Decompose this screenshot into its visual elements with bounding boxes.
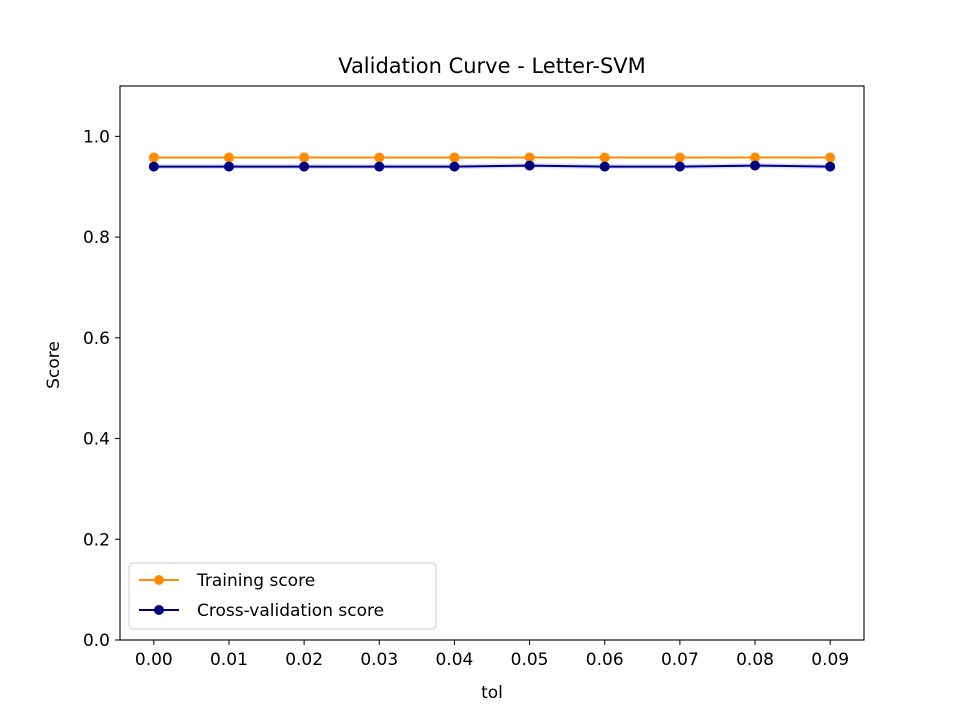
cross-validation-score-point <box>374 161 385 172</box>
training-score-legend-marker <box>154 575 164 585</box>
plot-frame <box>119 85 865 641</box>
training-score-point <box>599 152 610 163</box>
cross-validation-score-point <box>299 161 310 172</box>
series-markers <box>148 152 836 172</box>
y-tick-label: 0.0 <box>83 631 110 651</box>
x-tick-label: 0.01 <box>210 650 248 670</box>
cross-validation-score-point <box>599 161 610 172</box>
legend-entries: Training score Cross-validation score <box>139 571 384 621</box>
x-tick-label: 0.00 <box>135 650 173 670</box>
cross-validation-score-legend-label: Cross-validation score <box>197 601 384 621</box>
legend: Training score Cross-validation score <box>128 562 437 630</box>
y-tick-label: 0.4 <box>83 430 110 450</box>
training-score-point <box>825 152 836 163</box>
cross-validation-score-point <box>148 161 159 172</box>
x-tick-label: 0.04 <box>435 650 473 670</box>
plot-background <box>120 86 864 640</box>
y-axis: 0.0 0.2 0.4 0.6 0.8 1.0 <box>83 127 120 651</box>
series-lines <box>153 156 831 168</box>
x-tick-label: 0.03 <box>360 650 398 670</box>
x-tick-label: 0.06 <box>586 650 624 670</box>
chart-title: Validation Curve - Letter-SVM <box>338 54 646 78</box>
training-score-point <box>223 152 234 163</box>
x-tick-label: 0.02 <box>285 650 323 670</box>
cross-validation-score-line <box>153 164 831 168</box>
y-axis-label: Score <box>44 341 64 389</box>
training-score-point <box>449 152 460 163</box>
x-tick-label: 0.07 <box>661 650 699 670</box>
training-score-legend-label: Training score <box>196 571 315 591</box>
cross-validation-score-point <box>674 161 685 172</box>
x-tick-label: 0.05 <box>511 650 549 670</box>
y-tick-label: 0.8 <box>83 228 110 248</box>
y-tick-label: 0.2 <box>83 530 110 550</box>
x-tick-label: 0.09 <box>811 650 849 670</box>
y-tick-label: 0.6 <box>83 329 110 349</box>
x-axis: 0.00 0.01 0.02 0.03 0.04 0.05 0.06 0.07 0.08 0.09 <box>135 640 849 670</box>
cross-validation-score-point <box>750 160 761 171</box>
cross-validation-score-point <box>449 161 460 172</box>
cross-validation-score-point <box>825 161 836 172</box>
training-score-point <box>374 152 385 163</box>
cross-validation-score-point <box>223 161 234 172</box>
cross-validation-score-point <box>524 160 535 171</box>
training-score-point <box>299 152 310 163</box>
x-axis-label: tol <box>481 683 503 703</box>
training-score-point <box>674 152 685 163</box>
legend-box <box>128 562 437 630</box>
x-tick-label: 0.08 <box>736 650 774 670</box>
training-score-point <box>148 152 159 163</box>
y-tick-label: 1.0 <box>83 127 110 147</box>
plot-area <box>119 85 865 641</box>
cross-validation-score-legend-marker <box>154 605 164 615</box>
